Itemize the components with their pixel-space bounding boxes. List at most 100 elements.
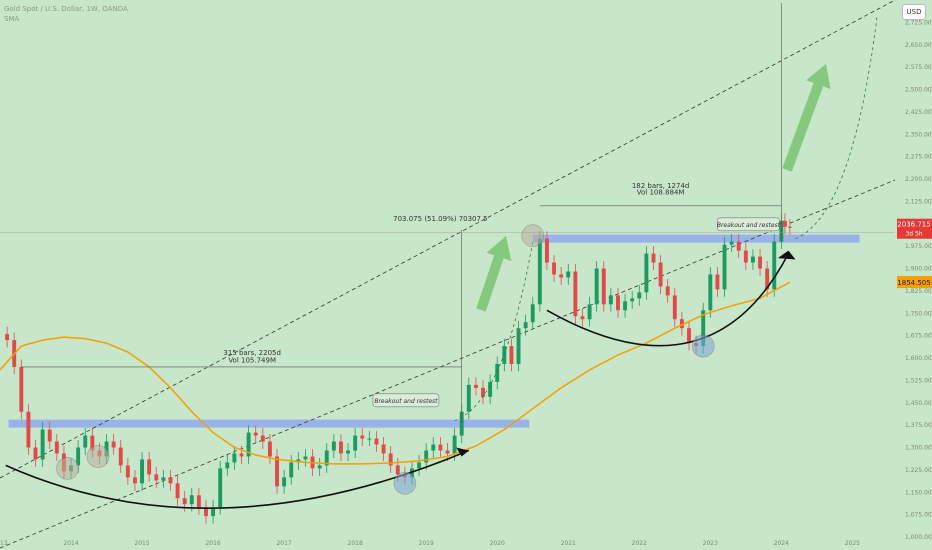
candle-body bbox=[133, 477, 137, 484]
y-tick-label: 1,975.000 bbox=[905, 243, 932, 250]
candle-body bbox=[388, 453, 393, 466]
x-tick-label: 2018 bbox=[348, 540, 363, 547]
candle-body bbox=[140, 459, 145, 484]
y-tick-label: 1,375.000 bbox=[905, 422, 932, 429]
currency-button[interactable]: USD bbox=[902, 4, 926, 20]
candle-body bbox=[750, 256, 755, 263]
candle-body bbox=[40, 429, 45, 460]
candle-body bbox=[601, 268, 606, 305]
candle-body bbox=[424, 450, 429, 463]
x-tick-label: 2023 bbox=[703, 540, 718, 547]
candle-body bbox=[608, 295, 613, 305]
y-tick-label: 2,650.000 bbox=[905, 42, 932, 49]
candle-body bbox=[765, 268, 770, 290]
candle-body bbox=[630, 298, 635, 302]
candle-body bbox=[594, 268, 599, 305]
cup-arrowhead-2 bbox=[777, 250, 796, 260]
candle-body bbox=[644, 253, 649, 293]
candle-body bbox=[324, 450, 329, 466]
candle-body bbox=[438, 444, 443, 451]
channel-upper-line bbox=[0, 0, 896, 479]
percent-label-1: 703.075 (51.09%) 70307.5 bbox=[393, 215, 488, 223]
y-tick-label: 2,350.000 bbox=[905, 131, 932, 138]
candle-body bbox=[772, 241, 777, 290]
candle-body bbox=[587, 304, 592, 320]
candle-body bbox=[488, 381, 493, 397]
y-tick-label: 2,125.000 bbox=[905, 198, 932, 205]
x-tick-label: 2022 bbox=[632, 540, 647, 547]
candle-body bbox=[289, 462, 294, 478]
callout-breakout-1: Breakout and restest bbox=[374, 398, 438, 405]
touch-circle-2 bbox=[86, 445, 110, 468]
candle-body bbox=[239, 453, 244, 457]
candle-body bbox=[651, 253, 656, 263]
measure1-vol: Vol 105.749M bbox=[228, 356, 276, 364]
x-tick-label: 2025 bbox=[845, 540, 860, 547]
candle-body bbox=[580, 316, 585, 320]
candle-body bbox=[523, 322, 528, 329]
x-tick-label: 2017 bbox=[276, 540, 291, 547]
projection-curve-2 bbox=[795, 14, 878, 240]
candle-body bbox=[743, 250, 748, 263]
candle-body bbox=[360, 435, 365, 439]
candle-body bbox=[537, 238, 542, 305]
candle-body bbox=[182, 498, 187, 505]
candle-body bbox=[729, 241, 734, 245]
x-tick-label: 2024 bbox=[774, 540, 789, 547]
candle-body bbox=[47, 429, 52, 442]
touch-circle-4 bbox=[521, 224, 545, 247]
y-tick-label: 1,150.000 bbox=[905, 489, 932, 496]
x-tick-label: 2020 bbox=[490, 540, 505, 547]
x-tick-label: 2021 bbox=[561, 540, 576, 547]
candle-body bbox=[225, 462, 230, 469]
candle-body bbox=[658, 262, 663, 287]
arrow-up-1 bbox=[476, 236, 512, 312]
candle-body bbox=[417, 462, 422, 469]
y-tick-label: 1,300.000 bbox=[905, 445, 932, 452]
channel-lower-line bbox=[0, 179, 896, 549]
candle-body bbox=[758, 256, 762, 269]
cup-arrowhead-1 bbox=[456, 447, 469, 457]
candle-body bbox=[33, 447, 38, 460]
y-tick-label: 2,275.000 bbox=[905, 154, 932, 161]
y-tick-label: 2,500.000 bbox=[905, 87, 932, 94]
measure1-bars: 315 bars, 2205d bbox=[223, 349, 281, 357]
candle-body bbox=[637, 292, 642, 299]
candle-body bbox=[125, 465, 130, 478]
candle-body bbox=[736, 241, 741, 251]
candle-body bbox=[530, 304, 535, 323]
candle-body bbox=[111, 441, 116, 448]
candle-body bbox=[782, 220, 787, 227]
candle-body bbox=[26, 411, 31, 448]
candle-body bbox=[481, 387, 485, 397]
candle-body bbox=[175, 483, 180, 499]
last-price-tag bbox=[897, 218, 932, 239]
candle-body bbox=[196, 495, 201, 508]
candle-body bbox=[679, 319, 684, 329]
candle-body bbox=[452, 435, 457, 454]
candle-body bbox=[708, 274, 713, 311]
candle-body bbox=[5, 334, 10, 341]
cup-curve-2 bbox=[546, 253, 790, 347]
sma-price-text: 1854.505 bbox=[897, 279, 930, 287]
candle-body bbox=[260, 435, 265, 442]
candle-body bbox=[353, 435, 358, 451]
y-tick-label: 1,225.000 bbox=[905, 467, 932, 474]
candle-body bbox=[687, 328, 691, 344]
candle-body bbox=[509, 346, 514, 364]
candle-body bbox=[204, 507, 208, 517]
candle-body bbox=[672, 295, 677, 320]
candle-body bbox=[701, 310, 706, 347]
candle-body bbox=[118, 447, 123, 466]
candle-body bbox=[267, 441, 272, 457]
measure2-vol: Vol 108.884M bbox=[637, 189, 685, 197]
candle-body bbox=[502, 346, 507, 364]
x-tick-label: 2019 bbox=[419, 540, 434, 547]
y-tick-label: 1,525.000 bbox=[905, 377, 932, 384]
measure2-bars: 182 bars, 1274d bbox=[632, 182, 690, 190]
candle-body bbox=[246, 432, 251, 457]
candle-body bbox=[559, 274, 564, 278]
candle-body bbox=[495, 363, 500, 382]
candle-body bbox=[516, 328, 521, 364]
